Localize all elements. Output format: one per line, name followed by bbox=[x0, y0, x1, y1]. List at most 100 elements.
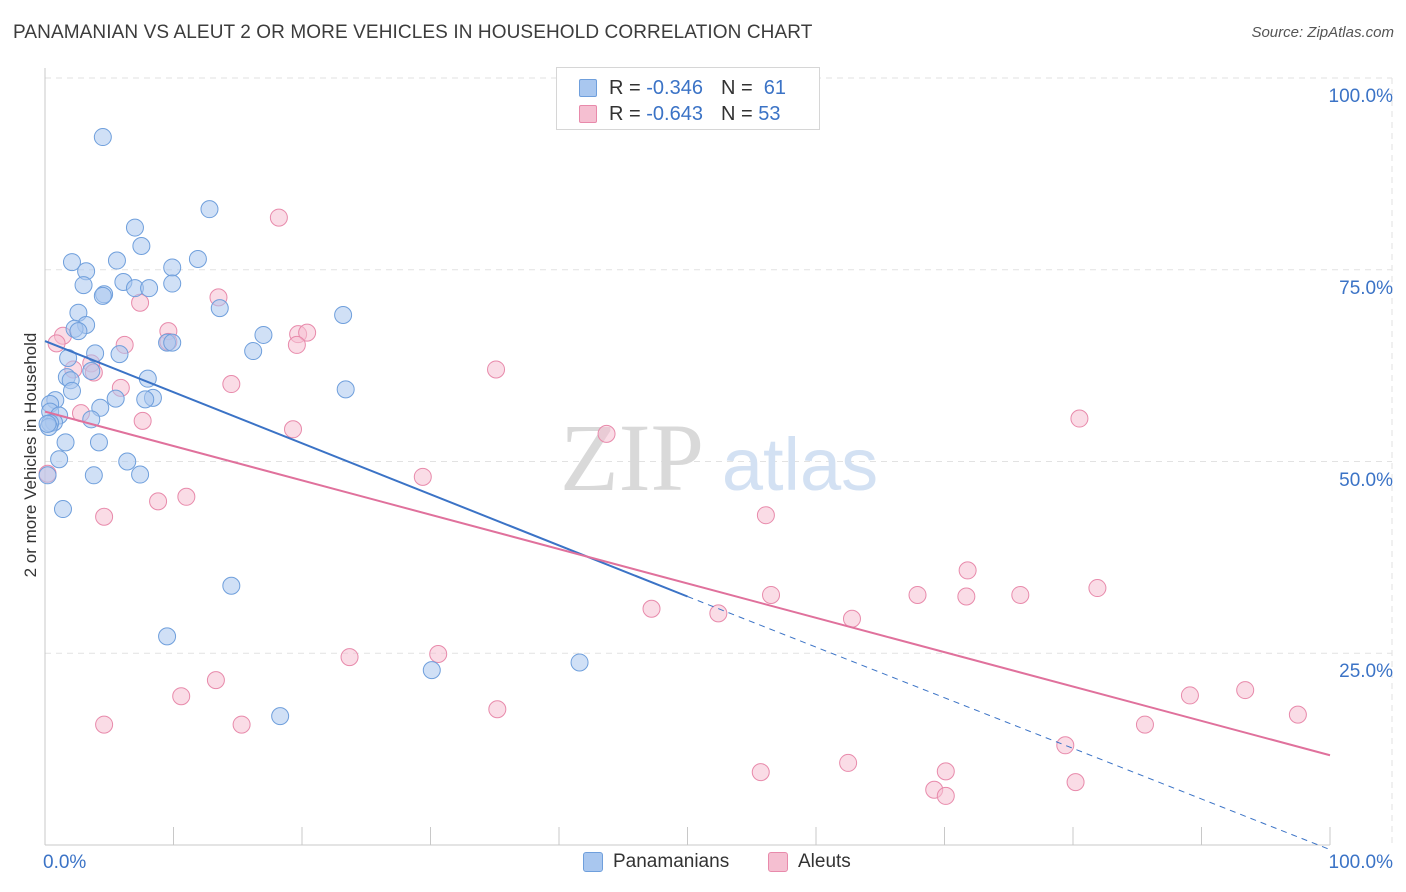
x-tick-min: 0.0% bbox=[43, 852, 87, 873]
aleuts-legend-swatch bbox=[768, 852, 788, 872]
aleut-point bbox=[488, 700, 507, 719]
aleut-point bbox=[1056, 736, 1075, 755]
aleuts-swatch bbox=[579, 105, 597, 123]
panamanian-point bbox=[163, 258, 182, 277]
panamanian-point bbox=[69, 322, 88, 341]
x-tick-max: 100.0% bbox=[1328, 852, 1393, 873]
y-tick-label: 75.0% bbox=[1339, 277, 1393, 299]
panamanian-point bbox=[62, 253, 81, 272]
legend-label: Aleuts bbox=[798, 851, 851, 872]
aleut-point bbox=[269, 208, 288, 227]
aleut-point bbox=[1236, 681, 1255, 700]
r-value: -0.346 bbox=[646, 76, 703, 99]
panamanian-point bbox=[222, 576, 241, 595]
aleut-point bbox=[709, 604, 728, 623]
legend-item-aleuts[interactable]: Aleuts bbox=[768, 851, 851, 873]
panamanian-point bbox=[163, 274, 182, 293]
n-label: N = bbox=[720, 76, 753, 99]
panamanian-point bbox=[110, 345, 129, 364]
aleut-point bbox=[597, 424, 616, 443]
aleut-point bbox=[1011, 585, 1030, 604]
aleut-point bbox=[284, 420, 303, 439]
panamanian-point bbox=[82, 361, 101, 380]
aleut-point bbox=[936, 762, 955, 781]
source-label: Source: ZipAtlas.com bbox=[1251, 24, 1394, 41]
aleut-point bbox=[172, 687, 191, 706]
aleut-point bbox=[206, 671, 225, 690]
panamanian-point bbox=[38, 414, 57, 433]
panamanian-point bbox=[244, 342, 263, 361]
panamanian-point bbox=[89, 433, 108, 452]
panamanian-point bbox=[84, 466, 103, 485]
aleut-point bbox=[842, 609, 861, 628]
aleut-point bbox=[756, 506, 775, 525]
axes bbox=[44, 68, 1331, 846]
aleut-point bbox=[149, 492, 168, 511]
aleut-point bbox=[487, 360, 506, 379]
aleut-point bbox=[413, 467, 432, 486]
aleut-point bbox=[1066, 773, 1085, 792]
aleut-point bbox=[762, 585, 781, 604]
aleut-trend-line bbox=[44, 410, 1331, 757]
panamanian-point bbox=[200, 200, 219, 219]
panamanian-point bbox=[56, 433, 75, 452]
panamanian-point bbox=[74, 276, 93, 295]
n-value: 53 bbox=[758, 102, 781, 125]
chart-title: PANAMANIAN VS ALEUT 2 OR MORE VEHICLES I… bbox=[13, 22, 813, 43]
panamanian-point bbox=[271, 707, 290, 726]
panamanian-point bbox=[131, 465, 150, 484]
panamanian-point bbox=[107, 251, 126, 270]
aleut-point bbox=[1180, 686, 1199, 705]
aleut-point bbox=[1135, 715, 1154, 734]
panamanian-point bbox=[50, 450, 69, 469]
y-tick-label: 50.0% bbox=[1339, 469, 1393, 491]
panamanian-point bbox=[422, 661, 441, 680]
panamanian-trend-extension bbox=[687, 596, 1331, 851]
legend-label: Panamanians bbox=[613, 851, 730, 872]
aleut-point bbox=[429, 645, 448, 664]
stats-row-panamanians: R = -0.346 N = 61 bbox=[579, 76, 786, 100]
watermark-atlas: atlas bbox=[722, 423, 878, 506]
panamanian-point bbox=[158, 627, 177, 646]
legend-item-panamanians[interactable]: Panamanians bbox=[583, 851, 729, 873]
n-label: N = bbox=[720, 102, 753, 125]
aleut-point bbox=[95, 507, 114, 526]
aleut-point bbox=[1288, 705, 1307, 724]
r-value: -0.643 bbox=[646, 102, 703, 125]
aleut-point bbox=[222, 375, 241, 394]
r-label: R = bbox=[609, 102, 641, 125]
r-label: R = bbox=[609, 76, 641, 99]
aleut-point bbox=[908, 585, 927, 604]
aleut-point bbox=[958, 561, 977, 580]
panamanians-swatch bbox=[579, 79, 597, 97]
aleut-point bbox=[1070, 409, 1089, 428]
y-tick-label: 100.0% bbox=[1328, 86, 1393, 107]
aleut-points bbox=[38, 208, 1307, 805]
aleut-point bbox=[287, 335, 306, 354]
n-value: 61 bbox=[763, 76, 787, 99]
aleut-point bbox=[1088, 579, 1107, 598]
panamanian-point bbox=[188, 250, 207, 269]
panamanian-point bbox=[125, 218, 144, 237]
stats-row-aleuts: R = -0.643 N = 53 bbox=[579, 102, 780, 126]
panamanian-point bbox=[62, 381, 81, 400]
stats-legend: R = -0.346 N = 61 R = -0.643 N = 53 bbox=[556, 67, 820, 130]
trend-lines bbox=[44, 340, 1331, 851]
panamanian-point bbox=[210, 299, 229, 318]
panamanian-point bbox=[163, 333, 182, 352]
panamanian-point bbox=[140, 279, 159, 298]
panamanian-point bbox=[118, 452, 137, 471]
panamanian-point bbox=[38, 466, 57, 485]
panamanian-point bbox=[53, 500, 72, 519]
panamanian-point bbox=[254, 325, 273, 344]
aleut-point bbox=[232, 715, 251, 734]
watermark-zip: ZIP bbox=[560, 404, 704, 511]
aleut-point bbox=[642, 599, 661, 618]
aleut-point bbox=[340, 648, 359, 667]
panamanian-points bbox=[38, 128, 589, 726]
panamanian-point bbox=[106, 389, 125, 408]
panamanian-point bbox=[132, 236, 151, 255]
y-tick-label: 25.0% bbox=[1339, 661, 1393, 683]
panamanian-point bbox=[336, 380, 355, 399]
